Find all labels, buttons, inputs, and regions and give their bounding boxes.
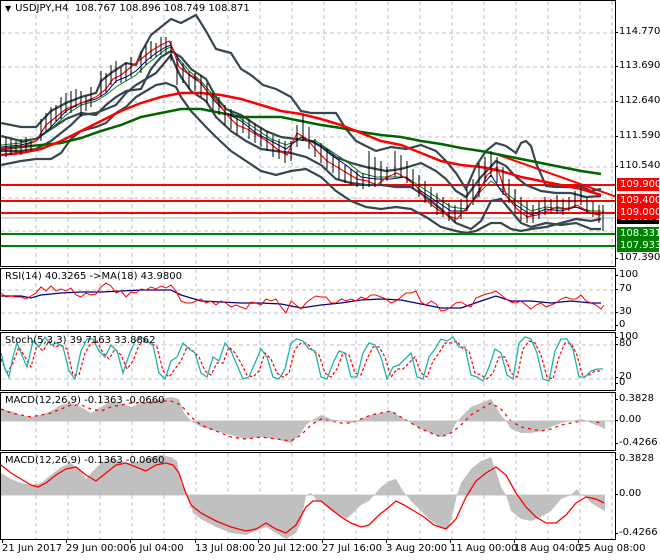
macd2-title: MACD(12,26,9) -0.1363 -0.0660	[5, 455, 165, 466]
rsi-tick: 100	[614, 269, 639, 280]
ma-short-line	[1, 44, 602, 216]
rsi-tick: 30	[615, 306, 632, 317]
macd2-axis: 0.3828 0.00 -0.4266	[614, 452, 660, 540]
rsi-canvas	[1, 269, 615, 330]
chart-header: ▼ USDJPY,H4 108.767 108.896 108.749 108.8…	[5, 3, 250, 14]
price-tick: 112.640	[614, 95, 660, 106]
time-label: 27 Jul 16:00	[322, 540, 382, 554]
macd-panel-2[interactable]: MACD(12,26,9) -0.1363 -0.0660	[0, 452, 616, 540]
price-chart-canvas	[1, 1, 615, 266]
rsi-line	[1, 282, 605, 314]
macd1-canvas	[1, 393, 615, 450]
rsi-panel[interactable]: RSI(14) 40.3265 ->MA(18) 43.9800	[0, 268, 616, 331]
stoch-tick: 80	[615, 338, 632, 349]
stoch-tick: 0	[614, 377, 626, 388]
price-axis: 114.770 113.690 112.640 111.590 110.540 …	[614, 0, 660, 267]
rsi-axis: 100 70 30 0	[614, 268, 660, 331]
macd-histogram	[1, 455, 605, 539]
macd-histogram	[1, 397, 605, 443]
stoch-tick: 20	[615, 371, 632, 382]
ma-slow-line	[1, 107, 602, 176]
time-label: 20 Jul 12:00	[258, 540, 318, 554]
price-tick: 110.540	[614, 160, 660, 171]
stoch-panel[interactable]: Stoch(5,3,3) 39.7163 33.8862	[0, 332, 616, 391]
price-tick: 114.770	[614, 26, 660, 37]
macd2-tick: 0.00	[614, 488, 642, 499]
ma-fast-line	[1, 91, 602, 197]
time-label: 21 Jun 2017	[2, 540, 63, 554]
stoch-title: Stoch(5,3,3) 39.7163 33.8862	[5, 335, 156, 346]
grid-lines	[1, 269, 615, 330]
macd2-tick: -0.4266	[615, 527, 658, 538]
price-tag-109000: 109.000	[617, 206, 660, 219]
macd2-canvas	[1, 453, 613, 539]
stoch-main-line	[1, 335, 603, 382]
price-tick: 113.690	[614, 60, 660, 71]
price-tag-108331: 108.331	[617, 227, 660, 240]
time-label: 11 Aug 00:00	[450, 540, 518, 554]
stoch-canvas	[1, 333, 615, 390]
stoch-axis: 100 80 20 0	[614, 331, 660, 391]
price-bars	[5, 37, 604, 231]
time-label: 25 Aug 08:00	[578, 540, 646, 554]
rsi-ma-line	[1, 289, 601, 309]
time-label: 6 Jul 04:00	[130, 540, 184, 554]
ohlc-values: 108.767 108.896 108.749 108.871	[74, 3, 250, 14]
time-label: 13 Jul 08:00	[195, 540, 255, 554]
time-axis: 21 Jun 2017 29 Jun 00:00 6 Jul 04:00 13 …	[0, 540, 660, 560]
macd1-title: MACD(12,26,9) -0.1363 -0.0660	[5, 395, 165, 406]
price-tag-107933: 107.933	[617, 239, 660, 252]
triangle-down-icon[interactable]: ▼	[5, 4, 12, 13]
time-label: 18 Aug 04:00	[514, 540, 582, 554]
time-label: 3 Aug 20:00	[386, 540, 448, 554]
price-tag-109400: 109.400	[617, 194, 660, 207]
macd1-tick: -0.4266	[615, 437, 658, 448]
rsi-tick: 0	[614, 319, 626, 330]
macd1-axis: 0.3828 0.00 -0.4266	[614, 392, 660, 451]
price-tick: 111.590	[614, 130, 660, 141]
time-label: 29 Jun 00:00	[66, 540, 130, 554]
rsi-title: RSI(14) 40.3265 ->MA(18) 43.9800	[5, 271, 182, 282]
macd-signal-dotted	[1, 400, 602, 442]
stoch-signal-line	[1, 340, 601, 380]
macd2-tick: 0.3828	[615, 453, 654, 464]
symbol-label: USDJPY,H4	[15, 3, 69, 14]
macd1-tick: 0.00	[614, 414, 642, 425]
stoch-tick: 100	[614, 331, 639, 342]
macd-signal-line	[1, 462, 605, 534]
macd1-tick: 0.3828	[615, 393, 654, 404]
price-close-line	[1, 40, 605, 220]
rsi-tick: 70	[615, 283, 632, 294]
price-chart-panel[interactable]: ▼ USDJPY,H4 108.767 108.896 108.749 108.8…	[0, 0, 616, 267]
price-tag-109900: 109.900	[617, 178, 660, 191]
price-tick: 107.390	[614, 252, 660, 263]
macd-panel-1[interactable]: MACD(12,26,9) -0.1363 -0.0660	[0, 392, 616, 451]
grid-lines	[35, 393, 613, 450]
